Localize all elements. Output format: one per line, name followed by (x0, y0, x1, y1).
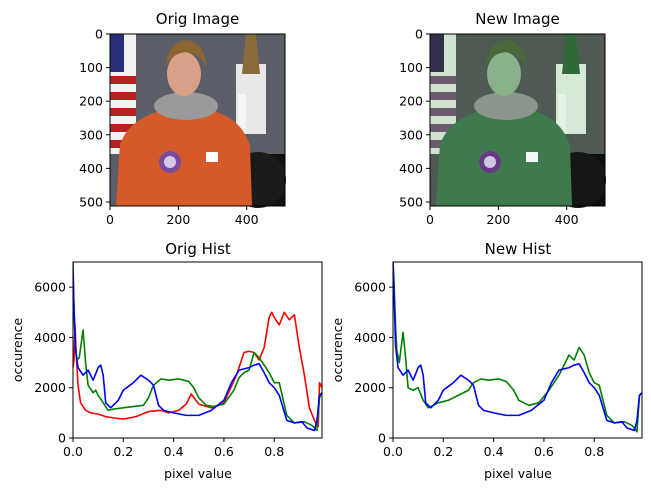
new-image-xtick-label: 0 (426, 212, 434, 227)
new-hist-xtick-label: 0.8 (584, 444, 604, 459)
orig-image-ytick-label: 0 (95, 27, 103, 42)
new-hist-ytick-label: 2000 (354, 380, 386, 395)
orig-hist-ytick-label: 2000 (34, 380, 66, 395)
new-hist-xtick-label: 0.4 (484, 444, 504, 459)
orig-hist-xtick-label: 0.8 (264, 444, 284, 459)
new-image-frame (429, 33, 606, 207)
orig-image-ticks: 0 200 400 0 100 200 300 400 500 (79, 27, 259, 228)
new-hist-xtick-label: 0.2 (433, 444, 453, 459)
new-hist-ytick-label: 0 (378, 431, 386, 446)
orig-hist-ytick-label: 0 (58, 431, 66, 446)
orig-image-ytick-label: 500 (79, 194, 103, 209)
orig-image-ytick-label: 100 (79, 60, 103, 75)
new-image-xtick-label: 200 (486, 212, 510, 227)
new-hist-green-channel-line (393, 262, 642, 433)
new-hist-ytick-label: 4000 (354, 330, 386, 345)
new-image-title: New Image (475, 10, 559, 28)
new-hist-ticks: 0.0 0.2 0.4 0.6 0.8 0 2000 4000 6000 (354, 280, 604, 459)
astronaut-photo-original (110, 34, 286, 208)
new-image-xtick-label: 400 (555, 212, 579, 227)
orig-image-title: Orig Image (156, 10, 239, 28)
orig-image-panel: Orig Image (79, 10, 286, 227)
orig-image-ytick-label: 300 (79, 127, 103, 142)
new-hist-ytick-label: 6000 (354, 280, 386, 295)
orig-hist-xtick-label: 0.4 (164, 444, 184, 459)
new-hist-plot-area (393, 262, 642, 433)
new-image-ytick-label: 200 (399, 94, 423, 109)
orig-hist-ytick-label: 4000 (34, 330, 66, 345)
new-hist-blue-channel-line (393, 262, 642, 432)
orig-hist-xlabel: pixel value (164, 466, 232, 481)
new-hist-xtick-label: 0.6 (534, 444, 554, 459)
orig-hist-xtick-label: 0.0 (63, 444, 83, 459)
new-hist-ylabel: occurence (330, 318, 345, 383)
new-image-panel: New Image 0 200 400 0 100 200 300 400 500 (399, 10, 606, 227)
orig-image-xtick-label: 200 (166, 212, 190, 227)
orig-image-ytick-label: 200 (79, 94, 103, 109)
new-hist-xtick-label: 0.0 (383, 444, 403, 459)
orig-hist-ticks: 0.0 0.2 0.4 0.6 0.8 0 2000 4000 6000 (34, 280, 284, 459)
orig-hist-ytick-label: 6000 (34, 280, 66, 295)
orig-hist-ylabel: occurence (10, 318, 25, 383)
orig-hist-xtick-label: 0.2 (113, 444, 133, 459)
new-image-ytick-label: 400 (399, 161, 423, 176)
orig-image-ytick-label: 400 (79, 161, 103, 176)
new-image-ytick-label: 500 (399, 194, 423, 209)
orig-image-frame (109, 33, 286, 207)
orig-hist-frame (72, 261, 323, 439)
new-image-ytick-label: 0 (415, 27, 423, 42)
new-hist-title: New Hist (485, 240, 552, 258)
orig-hist-blue-channel-line (73, 272, 322, 432)
orig-hist-title: Orig Hist (165, 240, 231, 258)
new-image-ytick-label: 100 (399, 60, 423, 75)
orig-hist-panel: Orig Hist pixel value occurence 0.0 0.2 0.… (10, 240, 323, 481)
new-hist-panel: New Hist pixel value occurence 0.0 0.2 0.4… (330, 240, 643, 481)
new-hist-xlabel: pixel value (484, 466, 552, 481)
orig-hist-xtick-label: 0.6 (214, 444, 234, 459)
new-image-ytick-label: 300 (399, 127, 423, 142)
new-image-ticks: 0 200 400 0 100 200 300 400 500 (399, 27, 579, 228)
orig-image-xtick-label: 0 (106, 212, 114, 227)
new-hist-frame (392, 261, 643, 439)
orig-image-xtick-label: 400 (235, 212, 259, 227)
astronaut-photo-green (430, 34, 606, 208)
orig-hist-green-channel-line (73, 262, 322, 432)
orig-hist-plot-area (73, 262, 322, 432)
